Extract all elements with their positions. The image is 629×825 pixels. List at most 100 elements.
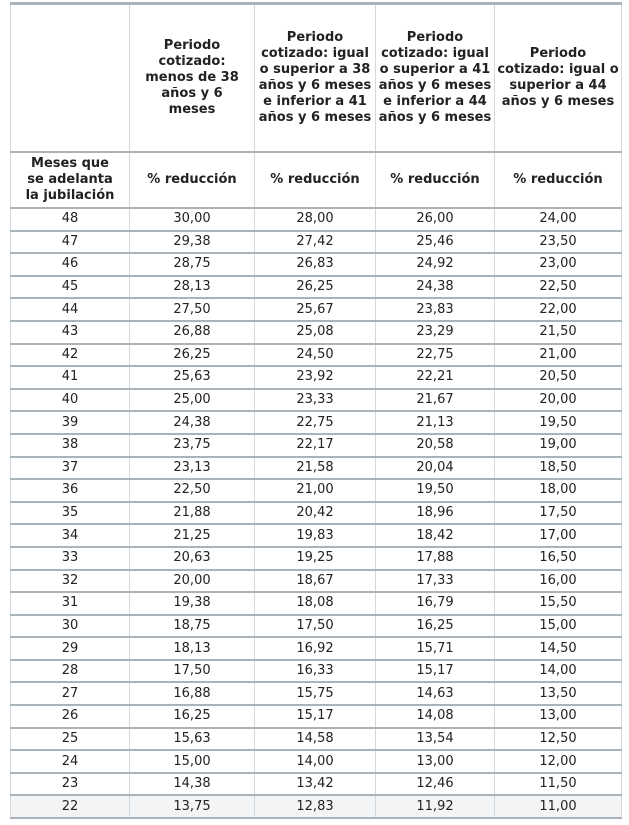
reduction-cell-3: 22,21 — [375, 366, 495, 390]
reduction-cell-1: 21,25 — [129, 524, 255, 548]
table-row: 33 20,63 19,25 17,88 16,50 — [10, 546, 622, 571]
months-cell: 37 — [10, 456, 130, 481]
header-period-2: Periodo cotizado: igual o superior a 38 … — [254, 2, 376, 153]
months-cell: 45 — [10, 275, 130, 300]
reduction-cell-1: 25,00 — [129, 388, 255, 413]
months-cell: 48 — [10, 208, 130, 232]
reduction-cell-3: 21,67 — [375, 388, 495, 413]
reduction-cell-4: 14,00 — [494, 659, 622, 684]
reduction-cell-1: 20,63 — [129, 546, 255, 571]
reduction-cell-3: 23,29 — [375, 320, 495, 345]
table-row: 48 30,00 28,00 26,00 24,00 — [10, 208, 622, 232]
reduction-cell-3: 15,17 — [375, 659, 495, 684]
table-row: 41 25,63 23,92 22,21 20,50 — [10, 366, 622, 390]
table-row: 46 28,75 26,83 24,92 23,00 — [10, 253, 622, 277]
months-cell: 31 — [10, 592, 130, 616]
table-row: 39 24,38 22,75 21,13 19,50 — [10, 411, 622, 435]
reduction-cell-3: 21,13 — [375, 411, 495, 435]
reduction-cell-2: 16,92 — [254, 637, 376, 661]
reduction-cell-1: 24,38 — [129, 411, 255, 435]
reduction-cell-4: 20,50 — [494, 366, 622, 390]
reduction-cell-1: 26,25 — [129, 343, 255, 368]
header-reduction-4: % reducción — [494, 152, 622, 209]
reduction-cell-2: 14,00 — [254, 750, 376, 774]
table-row: 28 17,50 16,33 15,17 14,00 — [10, 659, 622, 684]
table-row: 25 15,63 14,58 13,54 12,50 — [10, 727, 622, 752]
reduction-cell-3: 14,08 — [375, 705, 495, 729]
reduction-cell-3: 20,04 — [375, 456, 495, 481]
months-cell: 40 — [10, 388, 130, 413]
reduction-cell-1: 16,88 — [129, 682, 255, 707]
months-cell: 32 — [10, 569, 130, 594]
reduction-cell-1: 22,50 — [129, 479, 255, 503]
reduction-cell-4: 14,50 — [494, 637, 622, 661]
reduction-cell-1: 28,13 — [129, 275, 255, 300]
table-row: 40 25,00 23,33 21,67 20,00 — [10, 388, 622, 413]
table-row: 44 27,50 25,67 23,83 22,00 — [10, 298, 622, 322]
reduction-cell-3: 14,63 — [375, 682, 495, 707]
table-body: 48 30,00 28,00 26,00 24,00 47 29,38 27,42 25,46 2… — [10, 208, 622, 820]
reduction-cell-4: 17,00 — [494, 524, 622, 548]
reduction-cell-1: 15,00 — [129, 750, 255, 774]
months-cell: 27 — [10, 682, 130, 707]
reduction-cell-3: 19,50 — [375, 479, 495, 503]
reduction-cell-4: 21,00 — [494, 343, 622, 368]
months-cell: 35 — [10, 501, 130, 526]
reduction-cell-4: 19,50 — [494, 411, 622, 435]
reduction-cell-1: 26,88 — [129, 320, 255, 345]
header-period-1: Periodo cotizado: menos de 38 años y 6 m… — [129, 2, 255, 153]
reduction-cell-1: 23,13 — [129, 456, 255, 481]
table-row: 31 19,38 18,08 16,79 15,50 — [10, 592, 622, 616]
reduction-cell-1: 16,25 — [129, 705, 255, 729]
reduction-cell-2: 15,17 — [254, 705, 376, 729]
reduction-cell-2: 19,25 — [254, 546, 376, 571]
reduction-cell-1: 29,38 — [129, 230, 255, 255]
reduction-cell-3: 15,71 — [375, 637, 495, 661]
reduction-cell-3: 17,88 — [375, 546, 495, 571]
reduction-cell-3: 18,42 — [375, 524, 495, 548]
reduction-cell-1: 15,63 — [129, 727, 255, 752]
reduction-cell-4: 11,00 — [494, 795, 622, 820]
months-cell: 46 — [10, 253, 130, 277]
months-cell: 28 — [10, 659, 130, 684]
header-months-label: Meses que se adelanta la jubilación — [10, 152, 130, 209]
reduction-cell-2: 15,75 — [254, 682, 376, 707]
reduction-cell-4: 16,50 — [494, 546, 622, 571]
reduction-cell-2: 12,83 — [254, 795, 376, 820]
reduction-cell-4: 13,00 — [494, 705, 622, 729]
reduction-cell-2: 27,42 — [254, 230, 376, 255]
reduction-cell-2: 23,92 — [254, 366, 376, 390]
reduction-cell-4: 13,50 — [494, 682, 622, 707]
table-row: 42 26,25 24,50 22,75 21,00 — [10, 343, 622, 368]
reduction-cell-2: 18,67 — [254, 569, 376, 594]
reduction-cell-4: 19,00 — [494, 433, 622, 458]
reduction-cell-4: 12,00 — [494, 750, 622, 774]
table-row: 35 21,88 20,42 18,96 17,50 — [10, 501, 622, 526]
reduction-cell-2: 14,58 — [254, 727, 376, 752]
table-row: 43 26,88 25,08 23,29 21,50 — [10, 320, 622, 345]
table-row: 23 14,38 13,42 12,46 11,50 — [10, 772, 622, 797]
reduction-cell-3: 16,25 — [375, 614, 495, 639]
header-row-periods: Periodo cotizado: menos de 38 años y 6 m… — [10, 2, 622, 153]
reduction-cell-1: 13,75 — [129, 795, 255, 820]
reduction-cell-2: 16,33 — [254, 659, 376, 684]
reduction-cell-4: 18,00 — [494, 479, 622, 503]
reduction-cell-3: 22,75 — [375, 343, 495, 368]
months-cell: 33 — [10, 546, 130, 571]
header-reduction-2: % reducción — [254, 152, 376, 209]
table-row: 32 20,00 18,67 17,33 16,00 — [10, 569, 622, 594]
months-cell: 22 — [10, 795, 130, 820]
reduction-cell-3: 13,54 — [375, 727, 495, 752]
reduction-cell-2: 28,00 — [254, 208, 376, 232]
reduction-cell-4: 16,00 — [494, 569, 622, 594]
table-row: 38 23,75 22,17 20,58 19,00 — [10, 433, 622, 458]
table-row: 30 18,75 17,50 16,25 15,00 — [10, 614, 622, 639]
reduction-cell-2: 17,50 — [254, 614, 376, 639]
header-corner — [10, 2, 130, 153]
reduction-cell-4: 12,50 — [494, 727, 622, 752]
header-reduction-1: % reducción — [129, 152, 255, 209]
reduction-cell-4: 22,00 — [494, 298, 622, 322]
months-cell: 41 — [10, 366, 130, 390]
reduction-cell-1: 25,63 — [129, 366, 255, 390]
months-cell: 42 — [10, 343, 130, 368]
